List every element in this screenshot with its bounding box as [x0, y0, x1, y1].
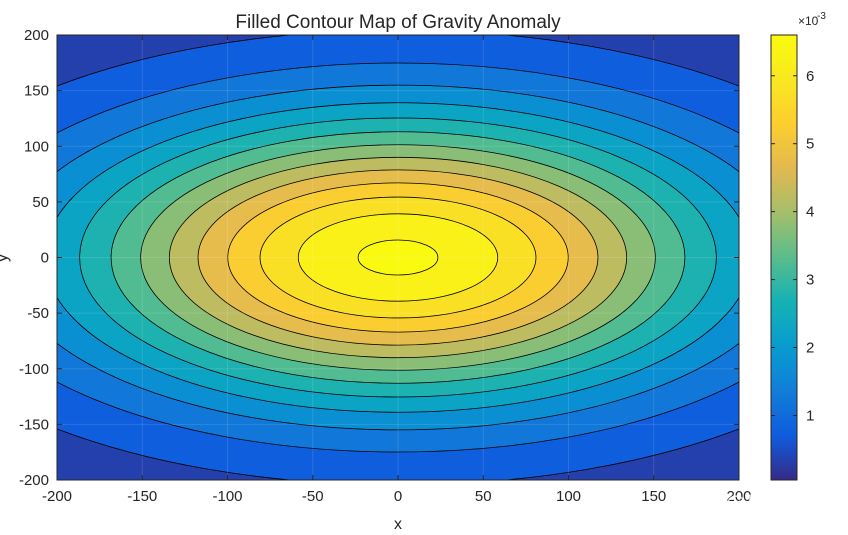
y-tick-label-4: 0	[41, 250, 49, 267]
colorbar-tick-label-5: 6	[806, 68, 814, 85]
contour-line-3	[57, 84, 739, 431]
contour-line-11	[259, 196, 537, 319]
x-tick-label-2: -100	[212, 488, 242, 505]
y-axis-label: y	[0, 254, 11, 262]
contour-line-12	[297, 213, 499, 302]
contour-line-4	[57, 102, 739, 413]
x-tick-label-1: -150	[127, 488, 157, 505]
x-tick-label-8: 200	[726, 488, 751, 505]
contour-line-8	[168, 156, 628, 359]
y-tick-label-3: 50	[32, 194, 49, 211]
colorbar-exponent-power: -3	[817, 11, 826, 22]
y-tick-label-2: 100	[24, 138, 49, 155]
x-tick-label-0: -200	[42, 488, 72, 505]
contour-lines	[57, 35, 739, 480]
contour-line-9	[197, 169, 599, 346]
y-tick-label-6: -100	[19, 361, 49, 378]
watermark: 知乎 @Hecok	[674, 492, 816, 517]
colorbar-tick-label-1: 2	[806, 340, 814, 357]
colorbar-gradient	[770, 34, 798, 481]
x-axis-ticks: -200 -150 -100 -50 0 50 100 150 200	[42, 35, 752, 505]
chart-title: Filled Contour Map of Gravity Anomaly	[235, 12, 561, 33]
plot-area	[57, 35, 739, 480]
colorbar-tick-label-0: 1	[806, 407, 814, 424]
x-tick-label-6: 100	[556, 488, 581, 505]
contour-line-13	[357, 239, 439, 276]
colorbar	[770, 34, 798, 481]
x-tick-label-5: 50	[475, 488, 492, 505]
colorbar-tick-label-2: 3	[806, 272, 814, 289]
x-axis-label: x	[394, 516, 402, 533]
contour-line-2	[57, 62, 739, 453]
y-tick-label-1: 150	[24, 83, 49, 100]
contour-line-5	[79, 117, 717, 398]
y-tick-label-5: -50	[27, 305, 49, 322]
x-tick-label-3: -50	[302, 488, 324, 505]
contour-line-7	[140, 144, 656, 371]
y-tick-label-7: -150	[19, 416, 49, 433]
x-tick-label-7: 150	[641, 488, 666, 505]
colorbar-ticks: 1 2 3 4 5 6	[771, 68, 814, 424]
x-tick-label-4: 0	[394, 488, 402, 505]
colorbar-tick-label-4: 5	[806, 136, 814, 153]
y-axis-ticks: 200 150 100 50 0 -50 -100 -150 -200	[19, 27, 739, 489]
colorbar-tick-label-3: 4	[806, 204, 814, 221]
contour-line-10	[227, 182, 569, 333]
colorbar-exponent-base: ×10	[798, 14, 819, 28]
y-tick-label-0: 200	[24, 27, 49, 44]
contour-band-13	[358, 240, 438, 275]
contour-line-6	[110, 131, 686, 384]
y-tick-label-8: -200	[19, 472, 49, 489]
colorbar-exponent: ×10 -3	[798, 11, 826, 28]
